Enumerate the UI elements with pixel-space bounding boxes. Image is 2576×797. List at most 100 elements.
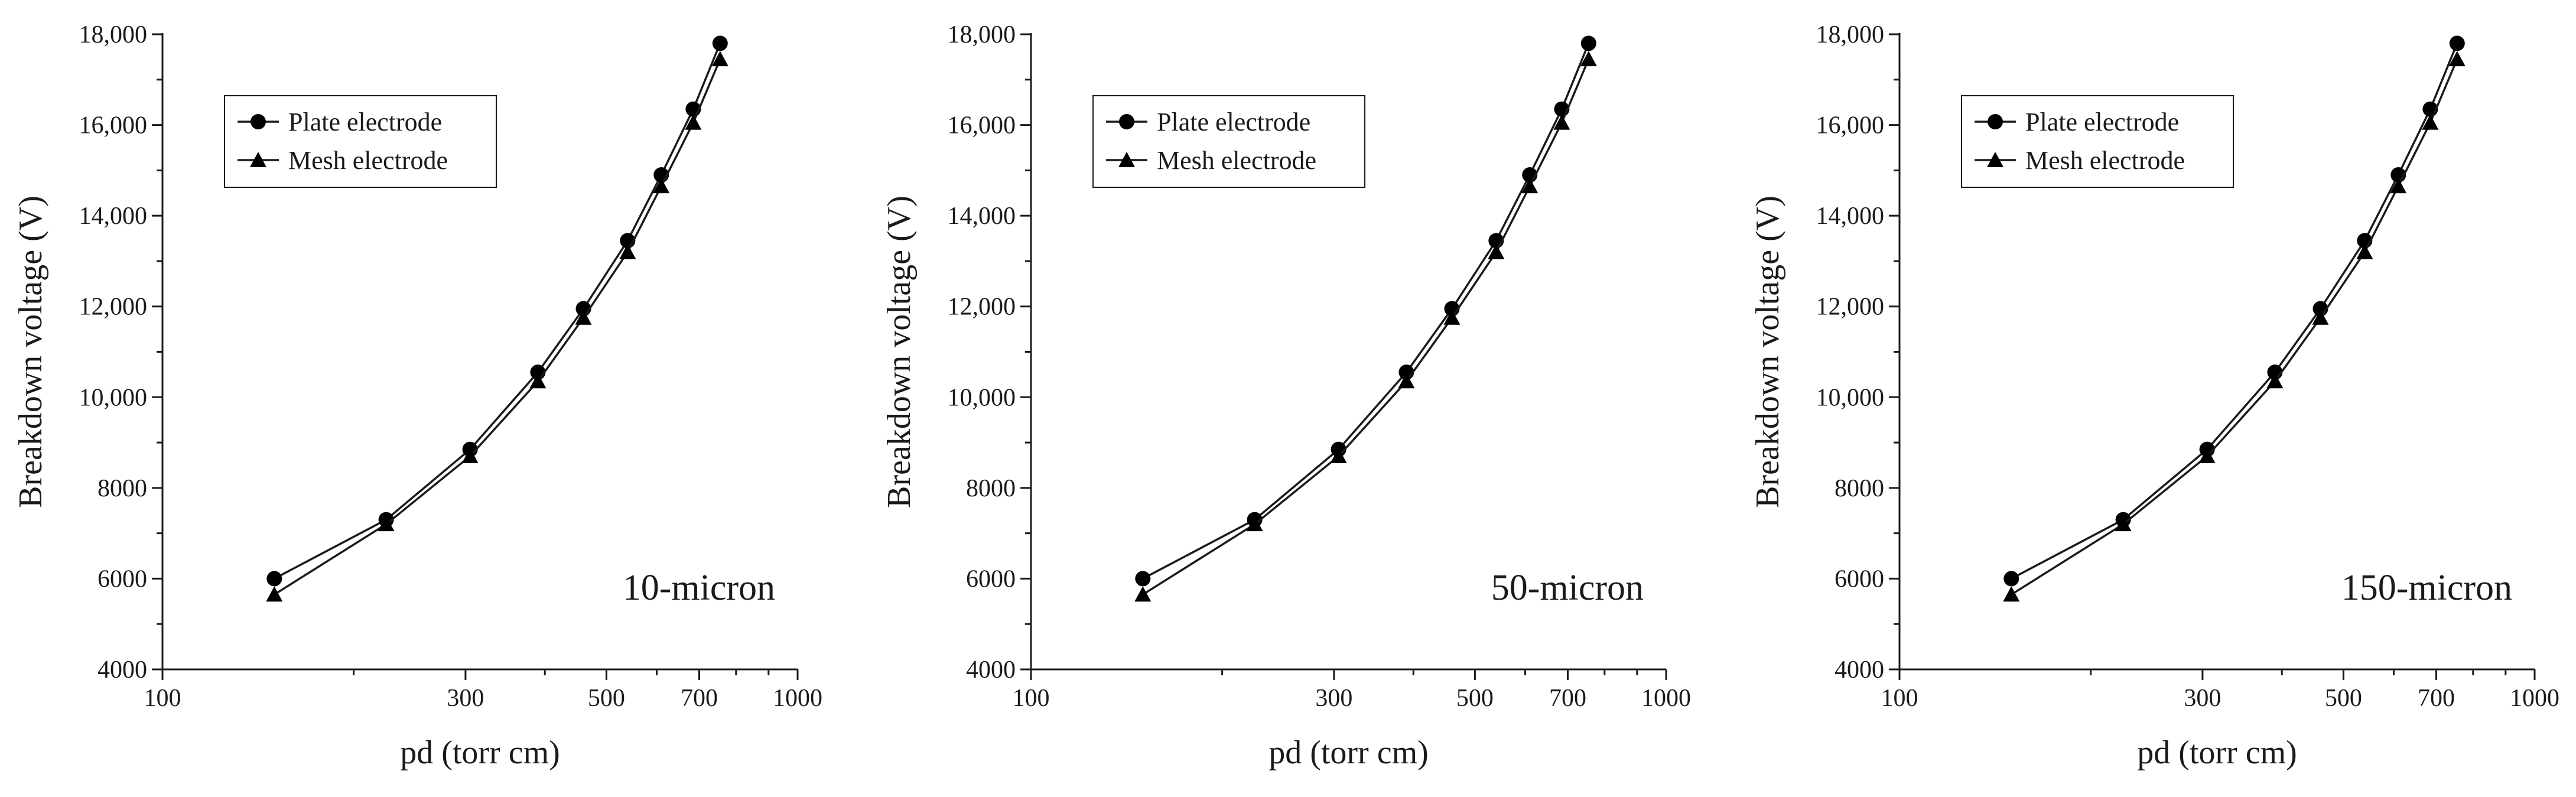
x-tick-label: 300	[2184, 685, 2221, 712]
legend-entry-label: Plate electrode	[288, 108, 442, 136]
y-axis-title: Breakdown voltage (V)	[1749, 196, 1786, 508]
mesh-electrode-point	[711, 51, 728, 67]
plate-electrode-point	[266, 571, 282, 587]
x-tick-label: 1000	[1641, 685, 1691, 712]
panel-label: 10-micron	[623, 568, 775, 608]
y-tick-label: 18,000	[79, 21, 148, 48]
x-tick-label: 700	[2418, 685, 2455, 712]
plate-electrode-point	[1580, 35, 1596, 51]
legend-marker-triangle	[250, 152, 266, 167]
x-axis-title: pd (torr cm)	[2137, 734, 2297, 771]
mesh-electrode-point	[619, 243, 636, 259]
y-tick-label: 14,000	[948, 203, 1016, 230]
y-tick-label: 6000	[1835, 565, 1884, 593]
mesh-electrode-point	[2003, 586, 2020, 602]
x-tick-label: 100	[144, 685, 181, 712]
x-tick-label: 100	[1881, 685, 1918, 712]
y-tick-label: 6000	[97, 565, 147, 593]
y-tick-label: 14,000	[79, 203, 148, 230]
legend-marker-circle	[1988, 114, 2003, 129]
x-tick-label: 100	[1013, 685, 1050, 712]
y-axis-title: Breakdown voltage (V)	[881, 196, 918, 508]
y-tick-label: 4000	[1835, 656, 1884, 684]
mesh-electrode-point	[2198, 448, 2216, 464]
legend-marker-triangle	[1987, 152, 2003, 167]
x-axis-title: pd (torr cm)	[400, 734, 560, 771]
legend-box	[1961, 95, 2234, 188]
mesh-electrode-point	[685, 114, 702, 130]
chart-panel-2: 4000 6000 8000 10,000 12,000 14,000 16,000 18,0…	[881, 21, 1691, 771]
legend-entry-label: Plate electrode	[1157, 108, 1310, 136]
plate-electrode-point	[712, 35, 728, 51]
legend-entry-label: Mesh electrode	[1157, 146, 1316, 175]
mesh-electrode-point	[2356, 243, 2373, 259]
y-tick-label: 14,000	[1816, 203, 1885, 230]
panel-label: 50-micron	[1491, 568, 1644, 608]
legend-entry-label: Mesh electrode	[288, 146, 448, 175]
mesh-electrode-point	[1330, 448, 1347, 464]
y-tick-label: 16,000	[948, 112, 1016, 139]
x-tick-label: 500	[1456, 685, 1494, 712]
mesh-electrode-point	[2448, 51, 2466, 67]
y-tick-label: 18,000	[948, 21, 1016, 48]
x-tick-label: 500	[2325, 685, 2362, 712]
mesh-electrode-point	[1580, 51, 1597, 67]
x-tick-label: 300	[447, 685, 484, 712]
mesh-electrode-point	[1521, 178, 1539, 194]
legend-marker-circle	[251, 114, 266, 129]
mesh-electrode-point	[1488, 243, 1505, 259]
y-tick-label: 12,000	[79, 294, 148, 321]
mesh-electrode-point	[1398, 373, 1415, 389]
x-tick-label: 1000	[2510, 685, 2559, 712]
mesh-electrode-point	[1134, 586, 1152, 602]
mesh-electrode-point	[653, 178, 670, 194]
legend-marker-circle	[1119, 114, 1134, 129]
chart-panel-3: 4000 6000 8000 10,000 12,000 14,000 16,000 18,0…	[1749, 21, 2559, 771]
mesh-electrode-point	[2390, 178, 2407, 194]
mesh-electrode-point	[1246, 516, 1263, 532]
mesh-electrode-point	[1443, 309, 1461, 325]
x-axis-title: pd (torr cm)	[1269, 734, 1429, 771]
y-tick-label: 16,000	[1816, 112, 1885, 139]
mesh-electrode-point	[529, 373, 547, 389]
mesh-electrode-point	[2312, 309, 2329, 325]
y-tick-label: 6000	[966, 565, 1016, 593]
plate-electrode-point	[1135, 571, 1151, 587]
x-tick-label: 300	[1315, 685, 1352, 712]
mesh-electrode-point	[378, 516, 395, 532]
mesh-electrode-point	[2422, 114, 2439, 130]
plate-electrode-point	[2449, 35, 2465, 51]
y-tick-label: 8000	[97, 475, 147, 502]
y-tick-label: 4000	[97, 656, 147, 684]
x-tick-label: 500	[588, 685, 625, 712]
legend-marker-triangle	[1118, 152, 1135, 167]
chart-panel-1: 4000 6000 8000 10,000 12,000 14,000 16,000 18,0…	[12, 21, 822, 771]
y-tick-label: 10,000	[79, 384, 148, 411]
mesh-electrode-point	[1553, 114, 1570, 130]
y-tick-label: 16,000	[79, 112, 148, 139]
mesh-electrode-point	[2115, 516, 2132, 532]
y-tick-label: 4000	[966, 656, 1016, 684]
x-tick-label: 700	[1549, 685, 1586, 712]
y-tick-label: 10,000	[1816, 384, 1885, 411]
y-axis-title: Breakdown voltage (V)	[12, 196, 49, 508]
x-tick-label: 700	[681, 685, 718, 712]
mesh-electrode-point	[575, 309, 592, 325]
y-tick-label: 12,000	[1816, 294, 1885, 321]
legend-box	[1092, 95, 1365, 188]
panel-label: 150-micron	[2341, 568, 2512, 608]
y-tick-label: 12,000	[948, 294, 1016, 321]
y-tick-label: 10,000	[948, 384, 1016, 411]
legend-entry-label: Mesh electrode	[2025, 146, 2185, 175]
x-tick-label: 1000	[773, 685, 822, 712]
plate-electrode-point	[2003, 571, 2019, 587]
y-tick-label: 18,000	[1816, 21, 1885, 48]
y-tick-label: 8000	[1835, 475, 1884, 502]
y-tick-label: 8000	[966, 475, 1016, 502]
mesh-electrode-point	[266, 586, 283, 602]
mesh-electrode-point	[2266, 373, 2284, 389]
mesh-electrode-point	[461, 448, 479, 464]
legend-entry-label: Plate electrode	[2025, 108, 2179, 136]
legend-box	[224, 95, 497, 188]
